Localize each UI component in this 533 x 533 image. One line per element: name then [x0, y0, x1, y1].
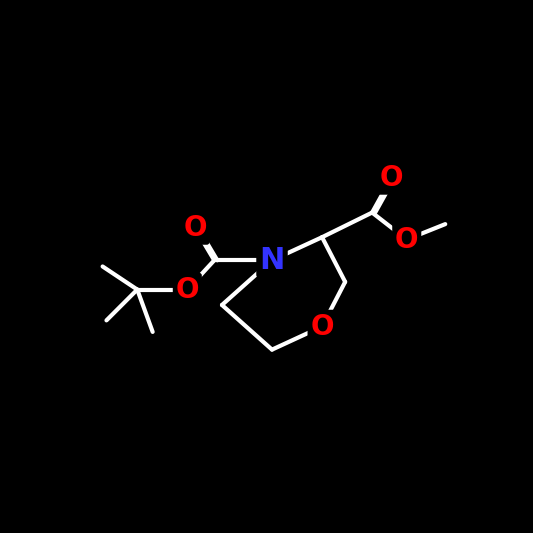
Text: O: O [310, 312, 334, 341]
Text: O: O [183, 214, 207, 242]
Text: O: O [175, 276, 199, 304]
Text: N: N [260, 246, 285, 275]
Text: O: O [379, 164, 403, 192]
Text: O: O [395, 225, 418, 254]
